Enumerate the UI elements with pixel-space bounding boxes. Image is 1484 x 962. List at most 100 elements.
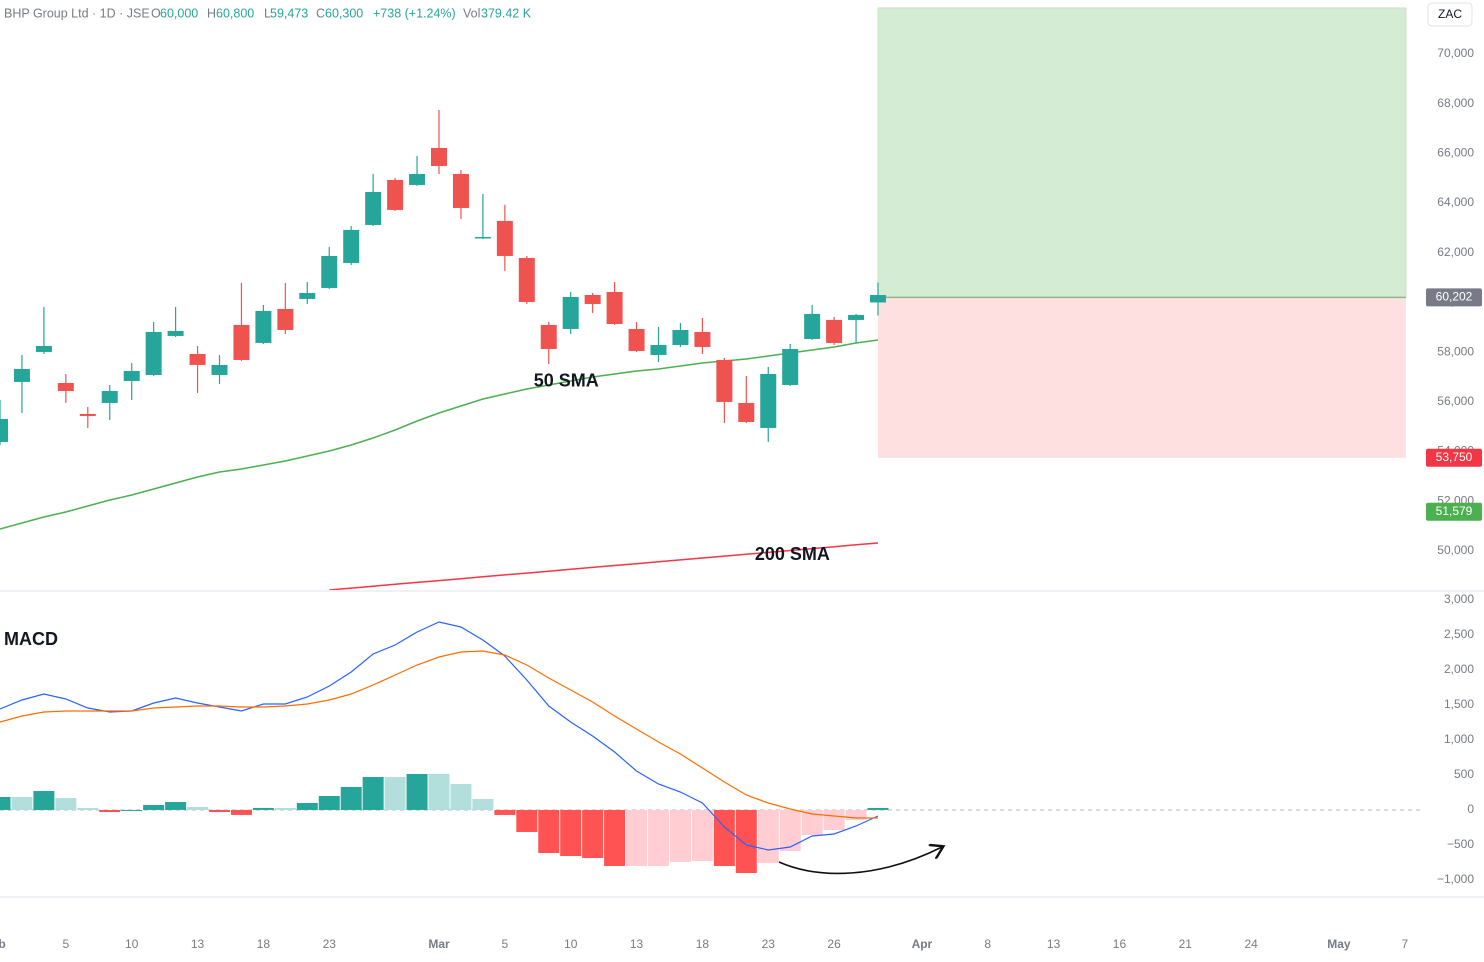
candle xyxy=(716,357,733,423)
sma-line xyxy=(329,542,879,590)
y-tick-label: 56,000 xyxy=(1437,394,1474,408)
x-tick-label: 7 xyxy=(1401,937,1408,951)
candle xyxy=(277,282,294,334)
histogram-bar xyxy=(626,809,648,866)
candle xyxy=(167,306,184,337)
y-tick-label: 50,000 xyxy=(1437,543,1474,557)
y-tick-label: 64,000 xyxy=(1437,195,1474,209)
currency-label[interactable]: ZAC xyxy=(1438,7,1462,21)
histogram-bar xyxy=(779,809,801,852)
macd-line xyxy=(0,650,878,819)
histogram-bar xyxy=(560,809,582,856)
symbol-title: BHP Group Ltd · 1D · JSE xyxy=(4,6,150,20)
candle-body xyxy=(584,294,601,304)
histogram-bar xyxy=(274,807,296,810)
y-tick-label: 2,500 xyxy=(1444,627,1474,641)
price-badge-label: 51,579 xyxy=(1436,504,1473,518)
histogram-bar xyxy=(406,774,428,810)
candle-body xyxy=(79,413,96,416)
x-tick-label: 10 xyxy=(564,937,578,951)
candle-body xyxy=(57,382,74,391)
candle xyxy=(387,177,404,211)
candle xyxy=(606,281,623,325)
candle-body xyxy=(716,359,733,402)
price-badge xyxy=(1426,288,1482,307)
candle xyxy=(409,155,426,186)
histogram-bar xyxy=(252,807,274,810)
candle-body xyxy=(496,220,513,256)
candle xyxy=(628,321,645,352)
histogram-bar xyxy=(713,809,735,866)
volume-value: 379.42 K xyxy=(481,6,532,20)
drawn-arrow xyxy=(778,847,942,875)
y-tick-label: 3,000 xyxy=(1444,592,1474,606)
x-tick-label: Feb xyxy=(0,937,6,951)
histogram-bar xyxy=(691,809,713,862)
candle-body xyxy=(343,229,360,263)
y-tick-label: 62,000 xyxy=(1437,245,1474,259)
candle-body xyxy=(365,191,382,225)
candle-body xyxy=(826,319,843,343)
histogram-bar xyxy=(450,784,472,810)
profit-zone xyxy=(877,7,1407,298)
x-tick-label: 13 xyxy=(1047,937,1061,951)
candle xyxy=(233,282,250,361)
histogram-bar xyxy=(823,809,845,831)
x-tick-label: Apr xyxy=(912,937,933,951)
x-tick-label: 26 xyxy=(827,937,841,951)
y-tick-label: −500 xyxy=(1447,837,1474,851)
candle xyxy=(101,384,118,420)
histogram-bar xyxy=(801,809,823,835)
candle xyxy=(804,304,821,340)
histogram-bar xyxy=(384,777,406,810)
candle xyxy=(123,362,140,400)
candle xyxy=(0,399,8,445)
candle-body xyxy=(474,236,491,239)
x-tick-label: 18 xyxy=(696,937,710,951)
candle-body xyxy=(452,173,469,208)
candle-body xyxy=(13,368,30,382)
candle xyxy=(255,304,272,344)
candle xyxy=(562,291,579,334)
currency-button[interactable] xyxy=(1427,2,1473,27)
candle-body xyxy=(518,257,535,302)
line-annotation: 50 SMA xyxy=(534,371,599,391)
candle-body xyxy=(760,373,777,428)
y-tick-label: 58,000 xyxy=(1437,344,1474,358)
candle xyxy=(57,373,74,403)
candle-body xyxy=(562,296,579,329)
candle xyxy=(343,225,360,265)
candle-body xyxy=(189,353,206,365)
x-tick-label: 13 xyxy=(630,937,644,951)
candle-body xyxy=(694,331,711,347)
candle-body xyxy=(321,255,338,288)
candle xyxy=(672,322,689,347)
histogram-bar xyxy=(362,777,384,810)
candle xyxy=(782,343,799,386)
x-tick-label: 13 xyxy=(191,937,205,951)
line-annotation: 200 SMA xyxy=(755,544,830,564)
y-tick-label: 68,000 xyxy=(1437,96,1474,110)
candle xyxy=(35,306,52,354)
candle-body xyxy=(211,364,228,375)
candle xyxy=(431,109,447,174)
candle xyxy=(496,204,513,271)
candle-body xyxy=(650,344,667,355)
histogram-bar xyxy=(99,809,121,813)
candle-body xyxy=(35,345,52,352)
price-badge-label: 53,750 xyxy=(1436,450,1473,464)
volume-key: Vol xyxy=(463,6,480,20)
candle xyxy=(650,326,667,362)
x-tick-label: 23 xyxy=(762,937,776,951)
candle-body xyxy=(540,324,557,349)
candle xyxy=(474,193,491,239)
ohlc-value: 60,000 xyxy=(160,6,198,20)
histogram-bar xyxy=(121,809,143,811)
candle-body xyxy=(277,308,294,330)
histogram-bar xyxy=(428,774,450,810)
histogram-bar xyxy=(845,809,867,820)
histogram-bar xyxy=(735,809,757,873)
candle-body xyxy=(409,173,426,185)
x-tick-label: 24 xyxy=(1244,937,1258,951)
